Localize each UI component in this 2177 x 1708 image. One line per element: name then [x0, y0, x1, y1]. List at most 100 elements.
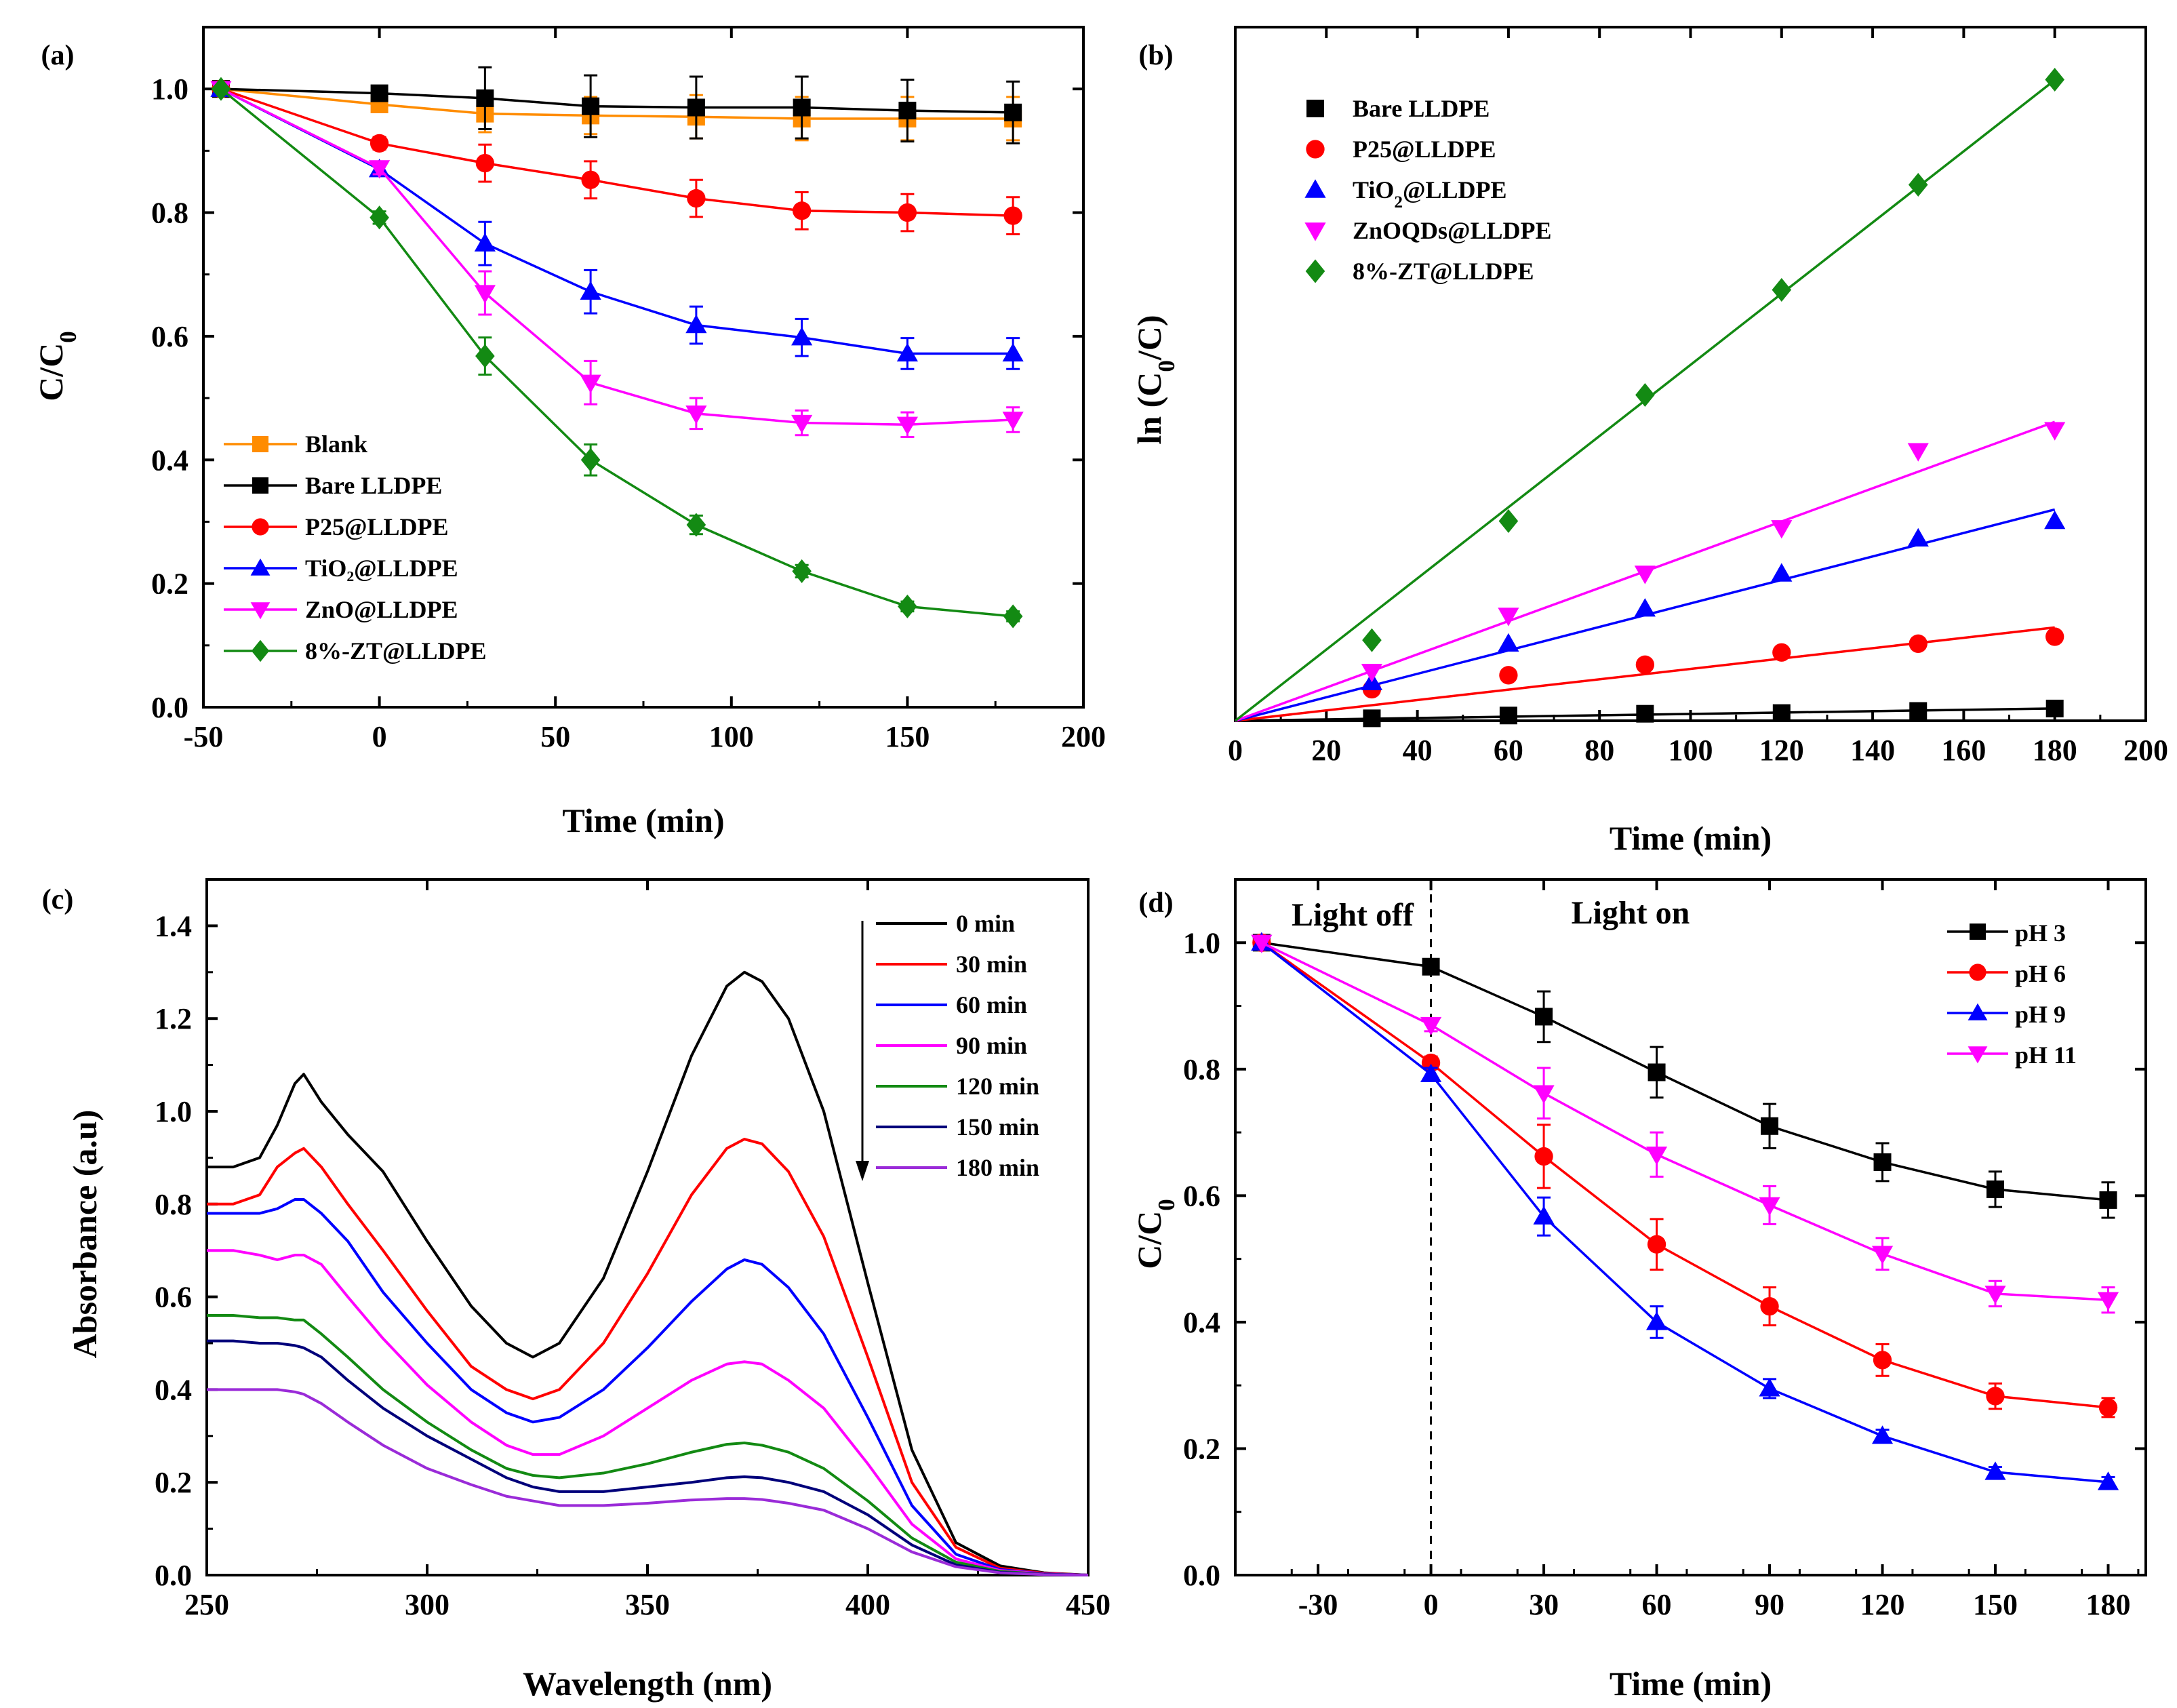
data-point [1761, 1117, 1779, 1135]
data-point [580, 374, 601, 393]
data-point [792, 201, 812, 220]
x-tick-label: 40 [1403, 734, 1433, 767]
x-tick-label: 0 [1424, 1588, 1439, 1621]
data-point [1533, 1085, 1555, 1104]
legend-label: pH 11 [2015, 1041, 2077, 1069]
series-line [1261, 941, 2109, 1302]
legend-label: P25@LLDPE [305, 513, 449, 540]
x-tick-label: 200 [2123, 734, 2168, 767]
y-axis-title: ln (C0/C) [1130, 315, 1180, 444]
y-tick-label: 0.6 [155, 1281, 192, 1314]
data-point [1361, 663, 1383, 683]
panel-label: (a) [41, 40, 75, 71]
data-point [1002, 342, 1024, 362]
legend-marker [250, 558, 271, 576]
data-point [1984, 1286, 2006, 1305]
series-line [220, 87, 1014, 355]
legend-marker [252, 436, 268, 452]
data-point [211, 77, 231, 101]
data-point [793, 98, 811, 117]
data-point [1498, 633, 1519, 652]
legend-marker [1305, 259, 1325, 283]
light-off-label: Light off [1292, 897, 1414, 933]
legend-label: 30 min [956, 951, 1027, 978]
legend-label: pH 6 [2015, 960, 2066, 987]
legend-marker [250, 602, 271, 620]
data-point [1635, 382, 1655, 408]
data-point [475, 153, 495, 173]
panel-a: -50 0 50 100 150 200 0.0 0.2 0.4 0.6 0.8 1.0 (a) Time… [32, 26, 1106, 839]
legend-label: ZnO@LLDPE [305, 596, 458, 623]
data-point [580, 281, 601, 300]
data-point [1986, 1180, 2005, 1199]
panel-b: 0 20 40 60 80 100 120 140 160 180 200 (b) Time (min)… [1130, 26, 2168, 857]
x-tick-label: 150 [1973, 1588, 2018, 1621]
x-tick-label: 100 [1669, 734, 1713, 767]
legend-marker [1304, 222, 1326, 241]
data-point [898, 203, 917, 222]
data-point [1636, 704, 1654, 723]
data-point [1420, 1016, 1442, 1036]
legend-label: TiO2@LLDPE [1353, 176, 1506, 212]
x-tick-label: 400 [845, 1588, 890, 1621]
panel-label: (b) [1138, 40, 1173, 71]
data-point [1634, 565, 1656, 584]
data-point [581, 170, 600, 189]
data-point [1634, 598, 1656, 617]
legend-label: 90 min [956, 1032, 1027, 1059]
data-point [1498, 608, 1519, 627]
x-tick-label: 80 [1584, 734, 1614, 767]
data-point [1647, 1235, 1666, 1254]
x-tick-label: 250 [184, 1588, 229, 1621]
x-tick-label: -50 [184, 720, 224, 753]
x-tick-label: 180 [2033, 734, 2077, 767]
data-point [1873, 1351, 1892, 1370]
legend-marker [1969, 964, 1986, 981]
data-point [2045, 67, 2064, 92]
data-point [1004, 103, 1022, 121]
legend-marker [1304, 179, 1326, 198]
plot-frame [1234, 26, 2147, 722]
x-tick-label: 350 [625, 1588, 670, 1621]
data-point [687, 98, 705, 117]
data-point [1873, 1153, 1892, 1171]
data-point [896, 342, 918, 362]
legend-label: 8%-ZT@LLDPE [1353, 258, 1534, 285]
series-line [1261, 941, 2109, 1201]
data-point [1871, 1425, 1894, 1444]
data-point [1907, 528, 1929, 547]
plot-frame [1234, 878, 2147, 1576]
x-tick-label: 0 [1228, 734, 1243, 767]
x-tick-label: 60 [1494, 734, 1523, 767]
spectrum-line [207, 1313, 1089, 1576]
data-point [1759, 1197, 1780, 1216]
legend-label: TiO₂@LLDPE [305, 555, 458, 582]
panel-label: (c) [42, 884, 74, 915]
data-point [1002, 412, 1024, 431]
y-tick-label: 0.0 [151, 691, 188, 724]
legend-marker [252, 518, 269, 536]
data-point [685, 405, 707, 424]
y-tick-label: 0.4 [151, 443, 188, 477]
legend-marker [1968, 1046, 1988, 1064]
legend-marker [1306, 100, 1324, 117]
y-tick-label: 0.8 [151, 197, 188, 230]
data-point [370, 205, 389, 230]
spectrum-line [207, 970, 1089, 1576]
series-line [220, 87, 1014, 618]
data-point [1908, 172, 1928, 197]
x-tick-label: -30 [1298, 1588, 1338, 1621]
y-tick-label: 0.2 [151, 568, 188, 601]
spectrum-line [207, 1339, 1089, 1576]
y-axis-title: C/C0 [1130, 1199, 1180, 1269]
legend-label: 60 min [956, 991, 1027, 1018]
x-tick-label: 50 [540, 720, 570, 753]
arrow-head [856, 1161, 869, 1181]
x-tick-label: 0 [372, 720, 387, 753]
data-point [1251, 934, 1273, 953]
x-tick-label: 150 [885, 720, 930, 753]
plot-frame [205, 878, 1090, 1576]
legend-label: pH 3 [2015, 919, 2066, 947]
x-tick-label: 20 [1311, 734, 1341, 767]
data-point [1533, 1206, 1555, 1225]
